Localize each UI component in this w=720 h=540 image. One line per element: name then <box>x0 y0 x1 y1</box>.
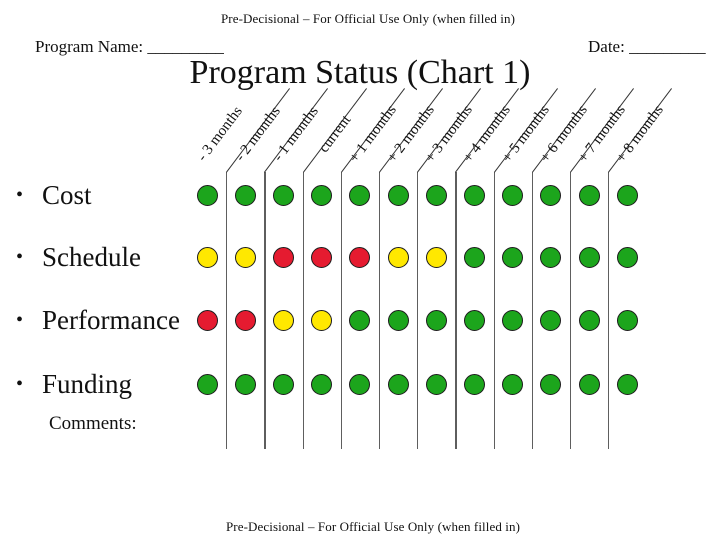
date-blank: Date: _________ <box>588 37 706 56</box>
bullet-icon: • <box>16 245 24 268</box>
status-dot-green <box>502 246 524 268</box>
status-dot-green <box>234 373 256 395</box>
column-divider-line <box>340 172 343 449</box>
column-divider-line <box>226 172 228 449</box>
status-dot-green <box>616 246 638 268</box>
status-dot-green <box>272 373 294 395</box>
bullet-icon: • <box>16 308 24 331</box>
status-dot-green <box>387 184 409 206</box>
status-dot-green <box>540 309 562 331</box>
row-label: • Performance <box>16 302 180 338</box>
status-dot-green <box>540 246 562 268</box>
status-dot-green <box>502 184 524 206</box>
status-dot-green <box>234 184 256 206</box>
row-label-text: Performance <box>42 304 180 335</box>
status-dot-green <box>540 184 562 206</box>
status-dot-green <box>463 373 485 395</box>
row-label: • Schedule <box>16 239 141 275</box>
row-label: • Funding <box>16 366 132 402</box>
column-divider-line <box>569 172 572 449</box>
status-dot-green <box>349 309 371 331</box>
status-dot-green <box>578 184 600 206</box>
status-dot-green <box>540 373 562 395</box>
page-title: Program Status (Chart 1) <box>189 54 531 91</box>
status-dot-green <box>502 373 524 395</box>
status-dot-red <box>349 246 371 268</box>
column-divider-line <box>531 172 534 449</box>
column-divider-line <box>608 172 610 449</box>
row-label: • Cost <box>16 177 92 213</box>
status-dot-green <box>311 184 333 206</box>
status-dot-red <box>311 246 333 268</box>
status-dot-green <box>272 184 294 206</box>
comments-label: Comments: <box>49 413 137 434</box>
status-dot-green <box>349 373 371 395</box>
status-dot-yellow <box>272 309 294 331</box>
row-label-text: Schedule <box>42 241 141 272</box>
status-dot-green <box>425 184 447 206</box>
row-label-text: Funding <box>42 368 133 399</box>
column-divider-line <box>302 172 304 449</box>
status-dot-red <box>234 309 256 331</box>
status-dot-yellow <box>196 246 218 268</box>
program-name-blank: Program Name: _________ <box>35 37 224 56</box>
column-header-label: + 8 months <box>613 102 668 166</box>
status-dot-green <box>196 184 218 206</box>
status-dot-green <box>578 246 600 268</box>
status-dot-green <box>425 309 447 331</box>
status-dot-yellow <box>234 246 256 268</box>
status-dot-green <box>196 373 218 395</box>
status-dot-yellow <box>387 246 409 268</box>
bullet-icon: • <box>16 372 24 395</box>
status-dot-green <box>311 373 333 395</box>
bullet-icon: • <box>16 183 24 206</box>
row-label-text: Cost <box>42 179 92 210</box>
column-divider-line <box>378 172 381 449</box>
status-dot-green <box>578 373 600 395</box>
status-dot-red <box>196 309 218 331</box>
status-dot-yellow <box>425 246 447 268</box>
status-dot-green <box>463 184 485 206</box>
status-dot-green <box>349 184 371 206</box>
top-classification-banner: Pre-Decisional – For Official Use Only (… <box>220 11 516 26</box>
status-dot-green <box>387 309 409 331</box>
status-dot-green <box>616 184 638 206</box>
status-dot-green <box>425 373 447 395</box>
status-dot-green <box>463 246 485 268</box>
column-divider-line <box>493 172 495 449</box>
column-divider-line <box>455 172 457 449</box>
status-dot-green <box>616 309 638 331</box>
status-dot-green <box>578 309 600 331</box>
status-dot-green <box>463 309 485 331</box>
status-dot-yellow <box>311 309 333 331</box>
status-dot-green <box>502 309 524 331</box>
column-divider-line <box>264 172 266 449</box>
column-divider-line <box>417 172 419 449</box>
status-dot-green <box>387 373 409 395</box>
status-dot-green <box>616 373 638 395</box>
status-dot-red <box>272 246 294 268</box>
bottom-classification-banner: Pre-Decisional – For Official Use Only (… <box>225 519 521 534</box>
